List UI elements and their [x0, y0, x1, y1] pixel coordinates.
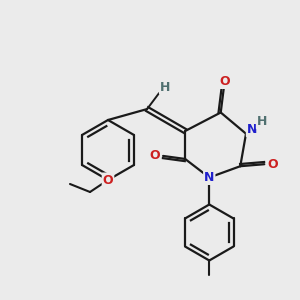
Text: O: O [103, 173, 113, 187]
Text: H: H [257, 115, 267, 128]
Text: O: O [219, 75, 230, 88]
Text: O: O [150, 149, 160, 162]
Text: H: H [160, 81, 170, 94]
Text: N: N [204, 171, 214, 184]
Text: N: N [247, 123, 257, 136]
Text: O: O [267, 158, 278, 171]
